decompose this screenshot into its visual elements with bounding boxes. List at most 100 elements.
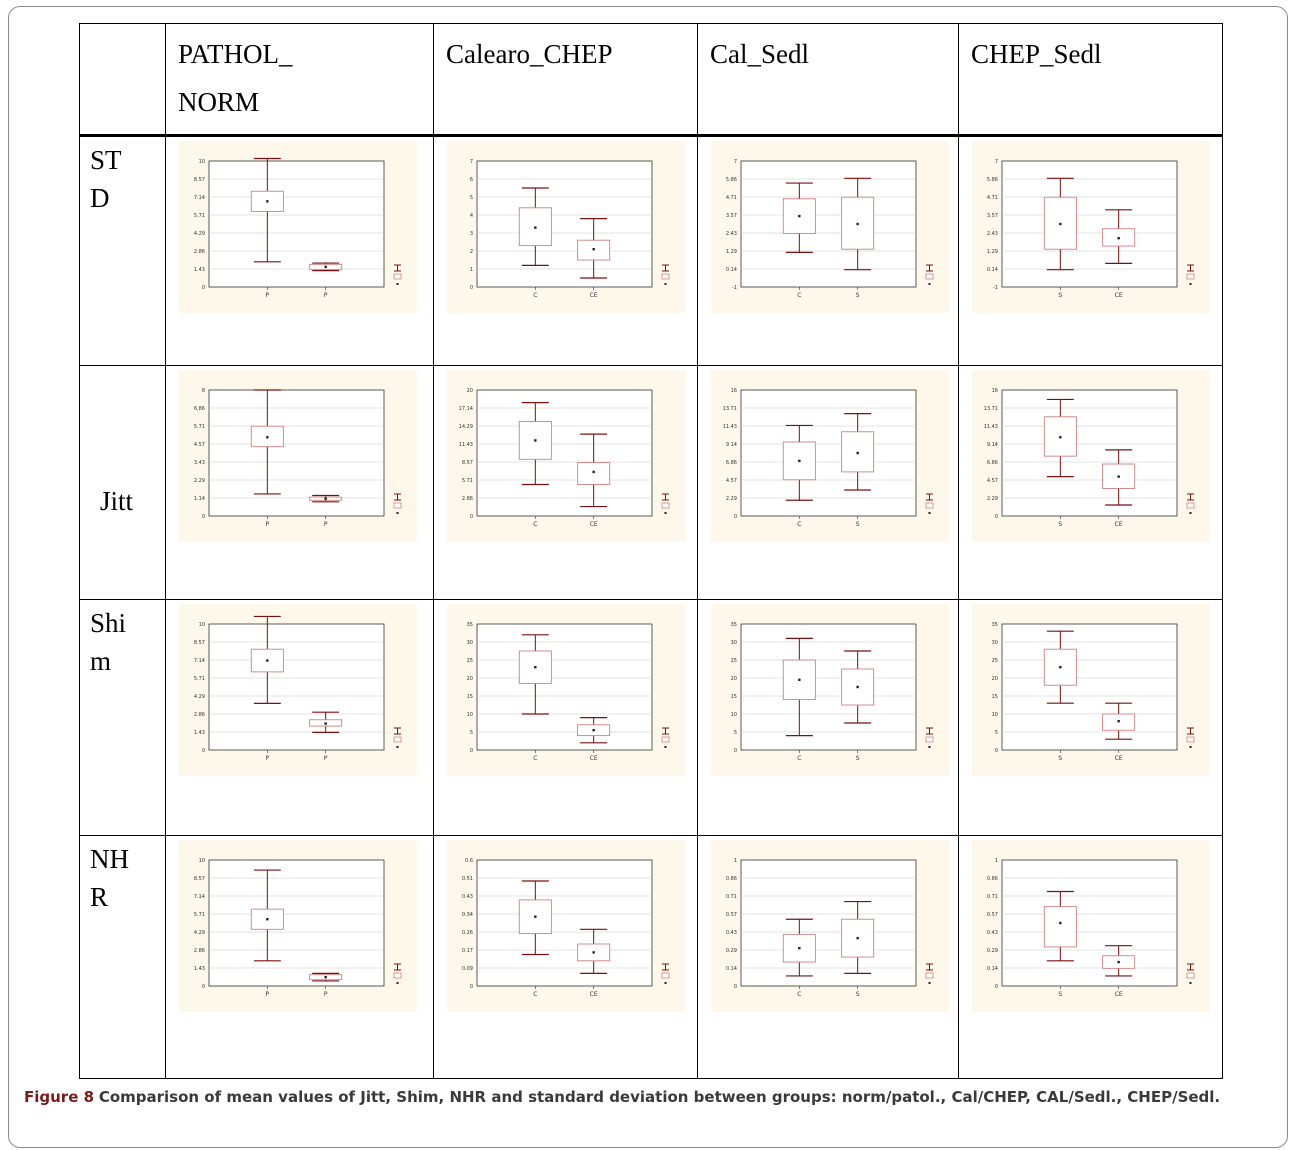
legend-box-glyph (393, 972, 402, 979)
legend-box-glyph (393, 502, 402, 509)
y-tick-label: 3 (470, 231, 473, 237)
y-tick-label: 20 (992, 676, 998, 682)
x-tick-label: P (324, 521, 328, 528)
chart-cell: 0 0.09 0.17 0.26 0.34 0.43 0.51 0.6 C CE (433, 835, 698, 1079)
box-plot-svg: 0 0.14 0.29 0.43 0.57 0.71 0.86 1 C S (711, 840, 949, 1012)
y-tick-label: 2.29 (726, 496, 737, 502)
y-tick-label: 6.86 (987, 460, 998, 466)
y-tick-label: 3.57 (987, 213, 998, 219)
y-tick-label: 7 (734, 159, 737, 165)
y-tick-label: 15 (467, 694, 473, 700)
y-tick-label: 0.71 (987, 894, 998, 900)
mean-marker (324, 497, 327, 500)
plot-area (476, 623, 653, 751)
legend-box-glyph (1186, 502, 1195, 509)
plot-area (1001, 859, 1178, 987)
y-tick-label: 1.43 (194, 267, 205, 273)
box-plot: 0 5 10 15 20 25 30 35 C S (711, 604, 949, 780)
box-body (518, 207, 552, 247)
mean-marker (592, 729, 595, 732)
box-plot: 0 1.43 2.86 4.29 5.71 7.14 8.57 10 P P (179, 604, 417, 780)
legend-box-glyph (661, 273, 670, 280)
box-plot-svg: 0 1.43 2.86 4.29 5.71 7.14 8.57 10 P P (179, 141, 417, 313)
box-body (1043, 906, 1077, 948)
y-tick-label: 30 (992, 640, 998, 646)
x-tick-label: C (797, 292, 801, 299)
y-tick-label: 0.14 (987, 267, 998, 273)
y-tick-label: 0.09 (462, 966, 473, 972)
y-tick-label: 0.14 (987, 966, 998, 972)
x-tick-label: CE (590, 755, 598, 762)
x-tick-label: S (1058, 292, 1062, 299)
row-header: NH R (79, 835, 166, 1079)
box-plot-svg: 0 1 2 3 4 5 6 7 C CE (447, 141, 685, 313)
x-tick-label: S (856, 521, 860, 528)
mean-marker (1117, 960, 1120, 964)
box-plot: 0 5 10 15 20 25 30 35 S CE (972, 604, 1210, 780)
y-tick-label: 0.51 (462, 876, 473, 882)
y-tick-label: 4.57 (987, 478, 998, 484)
x-tick-label: C (797, 991, 801, 998)
y-tick-label: 6 (470, 177, 473, 183)
box-plot: 0 1 2 3 4 5 6 7 C CE (447, 141, 685, 317)
chart-cell: 0 0.14 0.29 0.43 0.57 0.71 0.86 1 S CE (958, 835, 1223, 1079)
chart-cell: 0 0.14 0.29 0.43 0.57 0.71 0.86 1 C S (697, 835, 959, 1079)
box-plot-svg: 0 1.43 2.86 4.29 5.71 7.14 8.57 10 P P (179, 840, 417, 1012)
box-body (1102, 463, 1136, 489)
legend-box-glyph (661, 736, 670, 743)
x-tick-label: C (533, 292, 537, 299)
mean-marker (324, 975, 327, 979)
plot-area (740, 859, 917, 987)
y-tick-label: 4.29 (194, 231, 205, 237)
legend-mean-glyph (664, 746, 667, 748)
y-tick-label: 2.86 (194, 948, 205, 954)
mean-marker (534, 439, 537, 442)
chart-cell: 0 5 10 15 20 25 30 35 C S (697, 599, 959, 836)
legend-mean-glyph (1189, 982, 1192, 984)
y-tick-label: 0 (995, 748, 998, 754)
y-tick-label: 0 (734, 748, 737, 754)
y-tick-label: 8.57 (194, 876, 205, 882)
box-plot: -1 0.14 1.29 2.43 3.57 4.71 5.86 7 C S (711, 141, 949, 317)
chart-cell: -1 0.14 1.29 2.43 3.57 4.71 5.86 7 C S (697, 135, 959, 366)
y-tick-label: 0.57 (987, 912, 998, 918)
mean-marker (1059, 222, 1062, 226)
legend-mean-glyph (1189, 512, 1192, 514)
chart-cell: 0 1.14 2.29 3.43 4.57 5.71 6.86 8 P P (165, 365, 434, 600)
row-header: ST D (79, 135, 166, 366)
box-plot-svg: 0 0.14 0.29 0.43 0.57 0.71 0.86 1 S CE (972, 840, 1210, 1012)
plot-area (740, 389, 917, 517)
mean-marker (1059, 921, 1062, 925)
legend-box-glyph (925, 736, 934, 743)
box-body (782, 441, 816, 481)
mean-marker (798, 678, 801, 681)
y-tick-label: 2.86 (194, 249, 205, 255)
y-tick-label: 10 (199, 159, 205, 165)
x-tick-label: P (266, 292, 270, 299)
y-tick-label: 20 (731, 676, 737, 682)
box-plot-svg: 0 2.29 4.57 6.86 9.14 11.43 13.71 16 C S (711, 370, 949, 542)
box-plot: 0 5 10 15 20 25 30 35 C CE (447, 604, 685, 780)
box-plot-svg: 0 1.43 2.86 4.29 5.71 7.14 8.57 10 P P (179, 604, 417, 776)
caption-text: Comparison of mean values of Jitt, Shim,… (98, 1088, 1221, 1106)
y-tick-label: 5.71 (194, 912, 205, 918)
legend-mean-glyph (928, 283, 931, 285)
plot-area (476, 160, 653, 288)
box-plot-svg: 0 5 10 15 20 25 30 35 C S (711, 604, 949, 776)
legend-mean-glyph (664, 982, 667, 984)
mean-marker (266, 659, 269, 662)
mean-marker (1117, 236, 1120, 240)
row-header: Shi m (79, 599, 166, 836)
x-tick-label: P (324, 755, 328, 762)
y-tick-label: 9.14 (987, 442, 998, 448)
y-tick-label: 13.71 (723, 406, 737, 412)
mean-marker (324, 722, 327, 725)
y-tick-label: -1 (732, 285, 737, 291)
y-tick-label: 0 (470, 748, 473, 754)
y-tick-label: 0 (470, 514, 473, 520)
y-tick-label: 0.17 (462, 948, 473, 954)
y-tick-label: 20 (467, 388, 473, 394)
x-tick-label: CE (590, 991, 598, 998)
mean-marker (534, 915, 537, 918)
y-tick-label: 15 (992, 694, 998, 700)
